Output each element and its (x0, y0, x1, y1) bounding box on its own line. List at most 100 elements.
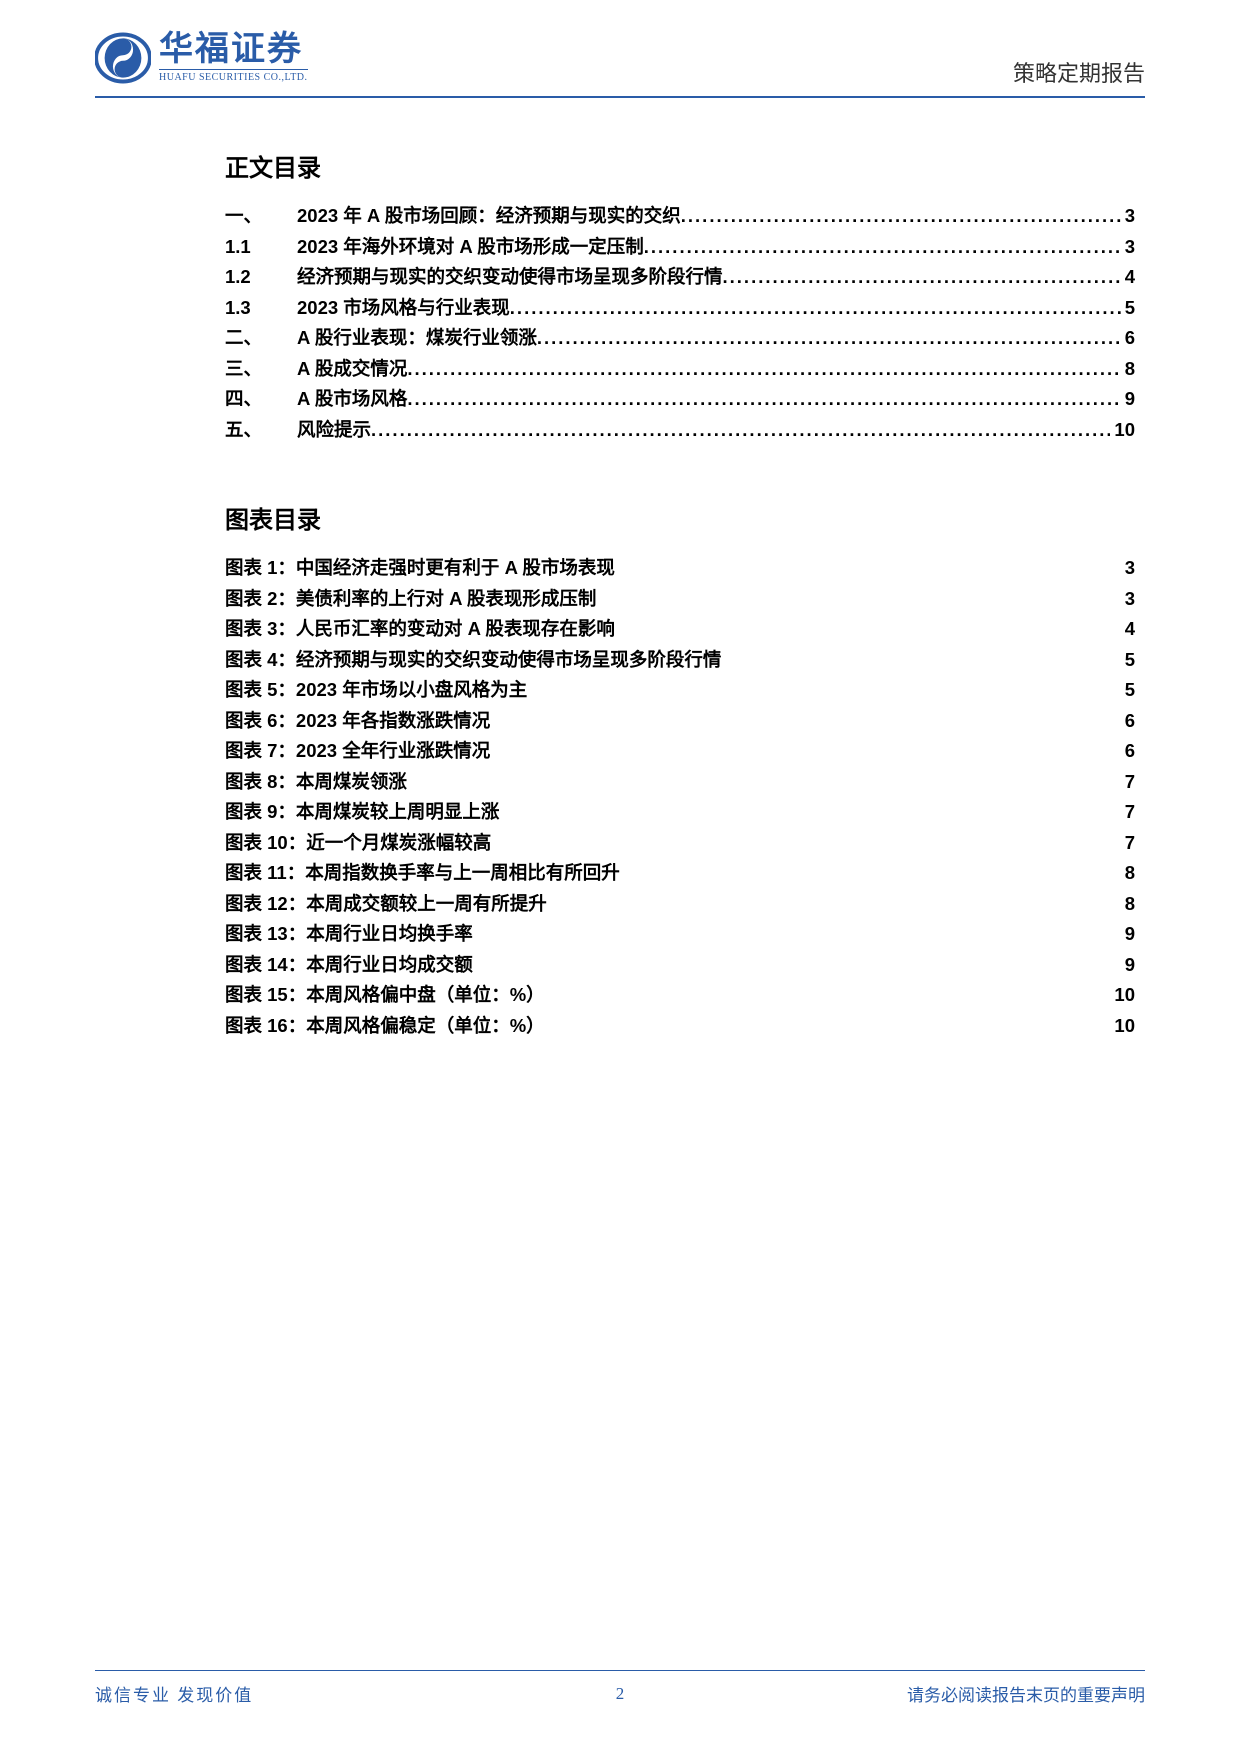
toc-row: 五、风险提示 10 (225, 415, 1135, 446)
footer-page-number: 2 (616, 1684, 625, 1704)
figure-toc-item-page: 3 (1125, 584, 1135, 615)
figure-toc-item-page: 10 (1114, 980, 1135, 1011)
figure-toc-item-page: 4 (1125, 614, 1135, 645)
figure-toc-row: 图表 5：2023 年市场以小盘风格为主 5 (225, 675, 1135, 706)
toc-item-dots (371, 415, 1110, 446)
toc-heading: 正文目录 (225, 148, 1135, 183)
toc-row: 1.2经济预期与现实的交织变动使得市场呈现多阶段行情 4 (225, 262, 1135, 293)
logo-text-cn: 华福证券 (159, 33, 308, 67)
toc-item-title: 风险提示 (297, 415, 371, 446)
figure-toc-row: 图表 15：本周风格偏中盘（单位：%） 10 (225, 980, 1135, 1011)
figure-toc-section: 图表目录 图表 1：中国经济走强时更有利于 A 股市场表现3图表 2：美债利率的… (225, 500, 1135, 1041)
figure-toc-item-title: 图表 8：本周煤炭领涨 (225, 767, 407, 798)
figure-toc-row: 图表 6：2023 年各指数涨跌情况6 (225, 706, 1135, 737)
toc-item-page: 3 (1121, 201, 1135, 232)
toc-row: 1.12023 年海外环境对 A 股市场形成一定压制 3 (225, 232, 1135, 263)
figure-toc-item-title: 图表 12：本周成交额较上一周有所提升 (225, 889, 547, 920)
toc-item-title: 2023 年 A 股市场回顾：经济预期与现实的交织 (297, 201, 681, 232)
figure-toc-item-title: 图表 16：本周风格偏稳定（单位：%） (225, 1011, 545, 1042)
figure-toc-row: 图表 9：本周煤炭较上周明显上涨 7 (225, 797, 1135, 828)
page-header: 华福证券 HUAFU SECURITIES CO.,LTD. 策略定期报告 (95, 30, 1145, 98)
figure-toc-item-page: 6 (1125, 706, 1135, 737)
toc-item-page: 9 (1121, 384, 1135, 415)
figure-toc-item-page: 3 (1125, 553, 1135, 584)
figure-toc-item-title: 图表 4：经济预期与现实的交织变动使得市场呈现多阶段行情 (225, 645, 721, 676)
toc-item-title: A 股行业表现：煤炭行业领涨 (297, 323, 537, 354)
figure-toc-row: 图表 13：本周行业日均换手率 9 (225, 919, 1135, 950)
figure-toc-row: 图表 11：本周指数换手率与上一周相比有所回升 8 (225, 858, 1135, 889)
figure-toc-row: 图表 4：经济预期与现实的交织变动使得市场呈现多阶段行情 5 (225, 645, 1135, 676)
figure-toc-item-title: 图表 15：本周风格偏中盘（单位：%） (225, 980, 545, 1011)
toc-item-number: 三、 (225, 354, 297, 385)
toc-item-dots (681, 201, 1121, 232)
toc-row: 三、A 股成交情况 8 (225, 354, 1135, 385)
figure-toc-row: 图表 12：本周成交额较上一周有所提升 8 (225, 889, 1135, 920)
toc-item-number: 1.3 (225, 293, 297, 324)
toc-row: 二、A 股行业表现：煤炭行业领涨 6 (225, 323, 1135, 354)
toc-item-page: 6 (1121, 323, 1135, 354)
logo-text-en: HUAFU SECURITIES CO.,LTD. (159, 69, 308, 83)
figure-toc-row: 图表 1：中国经济走强时更有利于 A 股市场表现 3 (225, 553, 1135, 584)
figure-toc-item-page: 8 (1125, 858, 1135, 889)
figure-toc-item-page: 5 (1125, 675, 1135, 706)
toc-row: 1.32023 市场风格与行业表现 5 (225, 293, 1135, 324)
toc-item-dots (407, 354, 1120, 385)
figure-toc-item-page: 8 (1125, 889, 1135, 920)
toc-row: 四、A 股市场风格 9 (225, 384, 1135, 415)
toc-item-number: 1.2 (225, 262, 297, 293)
figure-toc-row: 图表 3：人民币汇率的变动对 A 股表现存在影响 4 (225, 614, 1135, 645)
toc-item-number: 四、 (225, 384, 297, 415)
figure-toc-item-title: 图表 5：2023 年市场以小盘风格为主 (225, 675, 527, 706)
toc-item-number: 1.1 (225, 232, 297, 263)
figure-toc-item-page: 7 (1125, 767, 1135, 798)
figure-toc-row: 图表 16：本周风格偏稳定（单位：%） 10 (225, 1011, 1135, 1042)
figure-toc-item-title: 图表 3：人民币汇率的变动对 A 股表现存在影响 (225, 614, 615, 645)
toc-item-number: 五、 (225, 415, 297, 446)
toc-item-number: 一、 (225, 201, 297, 232)
toc-item-number: 二、 (225, 323, 297, 354)
toc-item-title: 2023 年海外环境对 A 股市场形成一定压制 (297, 232, 644, 263)
header-report-type: 策略定期报告 (1013, 56, 1145, 88)
footer-right-text: 请务必阅读报告末页的重要声明 (907, 1681, 1145, 1706)
figure-toc-row: 图表 10：近一个月煤炭涨幅较高7 (225, 828, 1135, 859)
toc-item-dots (407, 384, 1120, 415)
toc-item-dots (723, 262, 1121, 293)
figure-toc-row: 图表 2：美债利率的上行对 A 股表现形成压制 3 (225, 584, 1135, 615)
figure-toc-item-title: 图表 11：本周指数换手率与上一周相比有所回升 (225, 858, 620, 889)
footer-left-text: 诚信专业 发现价值 (95, 1681, 253, 1706)
figure-toc-item-page: 6 (1125, 736, 1135, 767)
toc-item-page: 3 (1121, 232, 1135, 263)
logo-block: 华福证券 HUAFU SECURITIES CO.,LTD. (95, 30, 308, 86)
logo-swirl-icon (95, 30, 151, 86)
figure-toc-row: 图表 7：2023 全年行业涨跌情况 6 (225, 736, 1135, 767)
toc-item-page: 8 (1121, 354, 1135, 385)
figure-toc-list: 图表 1：中国经济走强时更有利于 A 股市场表现3图表 2：美债利率的上行对 A… (225, 553, 1135, 1041)
toc-item-title: A 股成交情况 (297, 354, 407, 385)
toc-item-dots (644, 232, 1121, 263)
page-footer: 诚信专业 发现价值 2 请务必阅读报告末页的重要声明 (95, 1670, 1145, 1706)
figure-toc-row: 图表 8：本周煤炭领涨 7 (225, 767, 1135, 798)
figure-toc-item-title: 图表 13：本周行业日均换手率 (225, 919, 473, 950)
toc-item-title: 2023 市场风格与行业表现 (297, 293, 510, 324)
toc-item-dots (510, 293, 1121, 324)
figure-toc-heading: 图表目录 (225, 500, 1135, 535)
logo-text-block: 华福证券 HUAFU SECURITIES CO.,LTD. (159, 33, 308, 83)
toc-item-title: A 股市场风格 (297, 384, 407, 415)
figure-toc-item-page: 7 (1125, 797, 1135, 828)
toc-item-page: 10 (1110, 415, 1135, 446)
figure-toc-item-page: 9 (1125, 950, 1135, 981)
figure-toc-item-title: 图表 9：本周煤炭较上周明显上涨 (225, 797, 499, 828)
figure-toc-row: 图表 14：本周行业日均成交额 9 (225, 950, 1135, 981)
toc-item-dots (537, 323, 1121, 354)
toc-item-title: 经济预期与现实的交织变动使得市场呈现多阶段行情 (297, 262, 723, 293)
figure-toc-item-title: 图表 1：中国经济走强时更有利于 A 股市场表现 (225, 553, 615, 584)
figure-toc-item-page: 5 (1125, 645, 1135, 676)
figure-toc-item-title: 图表 2：美债利率的上行对 A 股表现形成压制 (225, 584, 596, 615)
toc-row: 一、2023 年 A 股市场回顾：经济预期与现实的交织 3 (225, 201, 1135, 232)
content-area: 正文目录 一、2023 年 A 股市场回顾：经济预期与现实的交织 31.1202… (95, 148, 1145, 1041)
figure-toc-item-page: 10 (1114, 1011, 1135, 1042)
figure-toc-item-title: 图表 7：2023 全年行业涨跌情况 (225, 736, 490, 767)
figure-toc-item-title: 图表 14：本周行业日均成交额 (225, 950, 473, 981)
figure-toc-item-page: 9 (1125, 919, 1135, 950)
page-container: 华福证券 HUAFU SECURITIES CO.,LTD. 策略定期报告 正文… (0, 0, 1240, 1754)
